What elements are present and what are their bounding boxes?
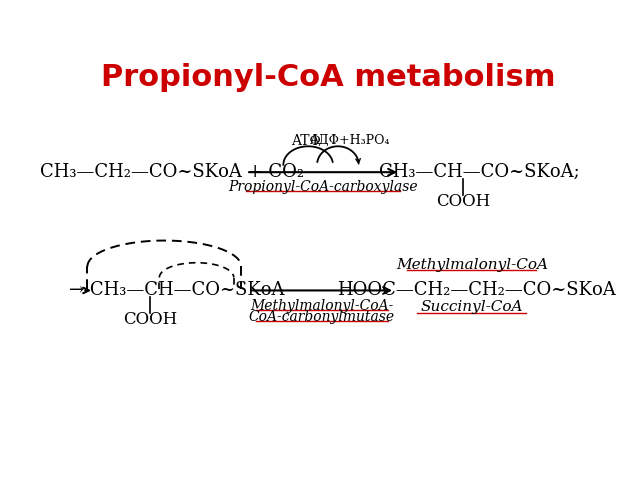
Text: → CH₃—CH—CO~SKоA: → CH₃—CH—CO~SKоA bbox=[69, 281, 284, 300]
Text: CH₃—CH₂—CO~SKоA + CO₂: CH₃—CH₂—CO~SKоA + CO₂ bbox=[40, 163, 304, 181]
Text: CH₃—CH—CO~SKоA;: CH₃—CH—CO~SKоA; bbox=[379, 163, 580, 181]
Text: Succinyl-CoA: Succinyl-CoA bbox=[420, 300, 523, 314]
Text: CoA-carbonylmutase: CoA-carbonylmutase bbox=[248, 310, 395, 324]
Text: Propionyl-CoA-carboxylase: Propionyl-CoA-carboxylase bbox=[228, 180, 418, 194]
Text: ATΦ: ATΦ bbox=[291, 134, 321, 148]
Text: HOOC—CH₂—CH₂—CO~SKоA: HOOC—CH₂—CH₂—CO~SKоA bbox=[337, 281, 616, 300]
Text: Methylmalonyl-CoA: Methylmalonyl-CoA bbox=[396, 258, 548, 272]
Text: COOH: COOH bbox=[436, 192, 490, 209]
Text: АДΦ+H₃PO₄: АДΦ+H₃PO₄ bbox=[310, 134, 390, 147]
Text: Methylmalonyl-CoA-: Methylmalonyl-CoA- bbox=[250, 299, 393, 313]
Text: COOH: COOH bbox=[124, 311, 177, 328]
Text: Propionyl-CoA metabolism: Propionyl-CoA metabolism bbox=[100, 63, 556, 93]
